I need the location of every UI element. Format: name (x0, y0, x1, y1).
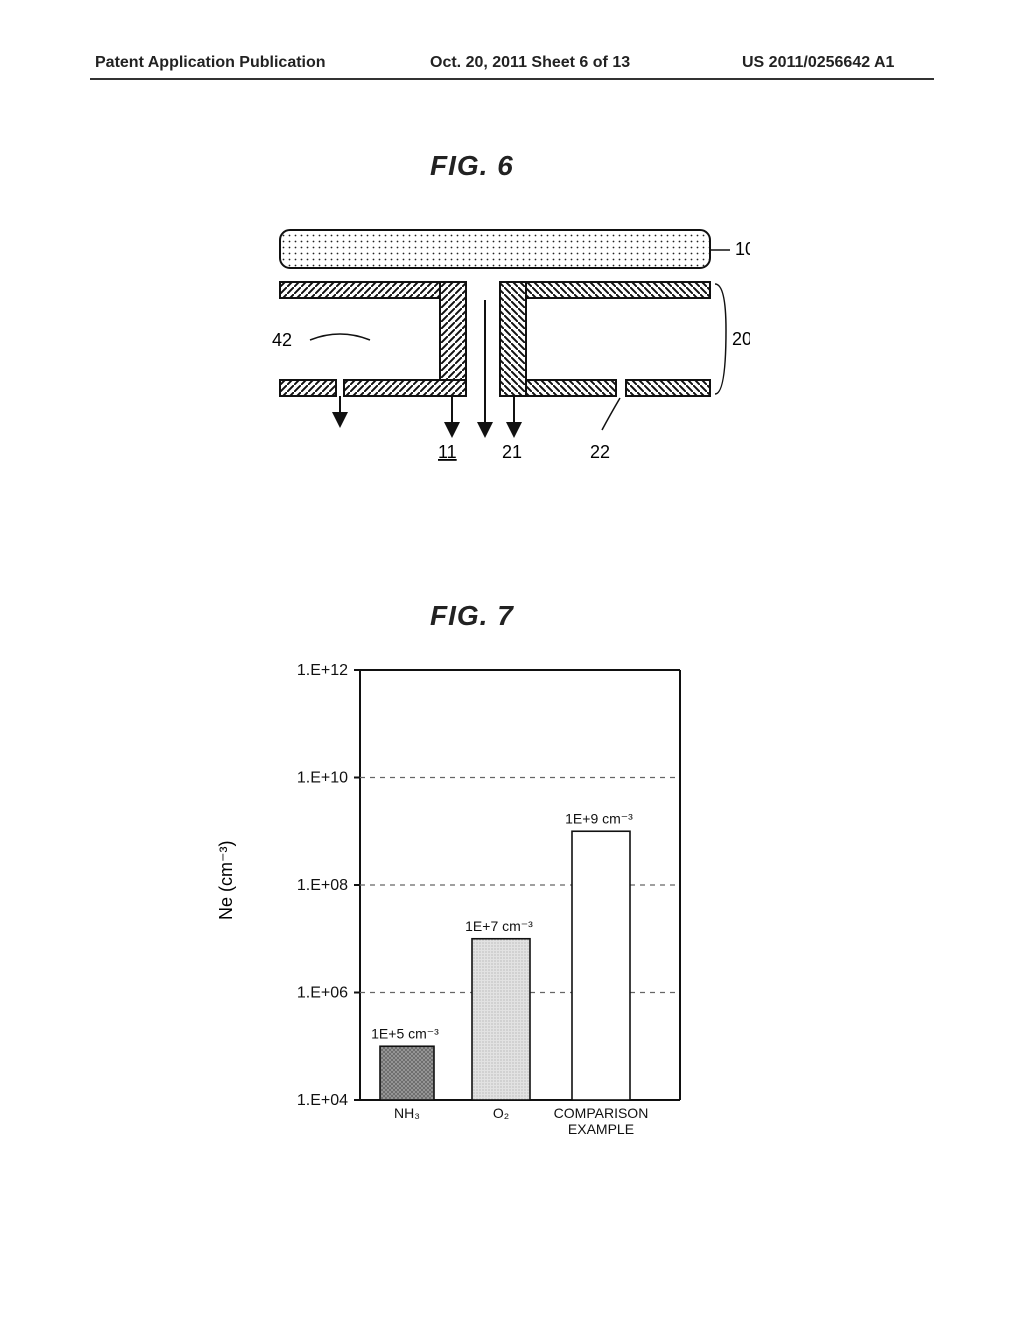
fig7-chart: 1.E+04 1.E+06 1.E+08 1.E+10 1.E+12 1E+5 cm⁻³ N… (260, 660, 780, 1180)
label-10: 10 (735, 239, 750, 259)
page: Patent Application Publication Oct. 20, … (0, 0, 1024, 1320)
bar-category-label: NH₃ (394, 1105, 420, 1121)
fig7-title: FIG. 7 (430, 600, 514, 632)
ytick-label: 1.E+06 (297, 985, 348, 1002)
label-22: 22 (590, 442, 610, 462)
label-11: 11 (438, 442, 457, 462)
bar-2 (572, 831, 630, 1100)
header-rule (90, 78, 934, 80)
label-42: 42 (272, 330, 292, 350)
bar-value-label: 1E+7 cm⁻³ (465, 918, 533, 934)
bar-value-label: 1E+5 cm⁻³ (371, 1025, 439, 1041)
ytick-label: 1.E+08 (297, 877, 348, 894)
ytick-label: 1.E+12 (297, 662, 348, 679)
fig6-diagram: 10 20 42 11 21 22 (210, 210, 750, 490)
right-shower (500, 282, 710, 396)
header-right: US 2011/0256642 A1 (742, 54, 894, 72)
header-center: Oct. 20, 2011 Sheet 6 of 13 (430, 54, 630, 72)
label-20: 20 (732, 329, 750, 349)
fig6-title: FIG. 6 (430, 150, 514, 182)
plot-area: 1.E+04 1.E+06 1.E+08 1.E+10 1.E+12 1E+5 cm⁻³ N… (297, 662, 680, 1137)
bar-0 (380, 1046, 434, 1100)
bar-value-label: 1E+9 cm⁻³ (565, 810, 633, 826)
bar-category-label: O₂ (493, 1105, 509, 1121)
element-10 (280, 230, 710, 268)
bar-category-label: COMPARISON (554, 1105, 649, 1121)
header-left: Patent Application Publication (95, 54, 326, 72)
fig7-ylabel: Ne (cm⁻³) (216, 841, 237, 921)
ytick-label: 1.E+04 (297, 1092, 348, 1109)
ytick-label: 1.E+10 (297, 770, 348, 787)
left-shower (280, 282, 466, 420)
bar-1 (472, 939, 530, 1100)
label-21: 21 (502, 442, 522, 462)
bar-category-label: EXAMPLE (568, 1121, 634, 1137)
